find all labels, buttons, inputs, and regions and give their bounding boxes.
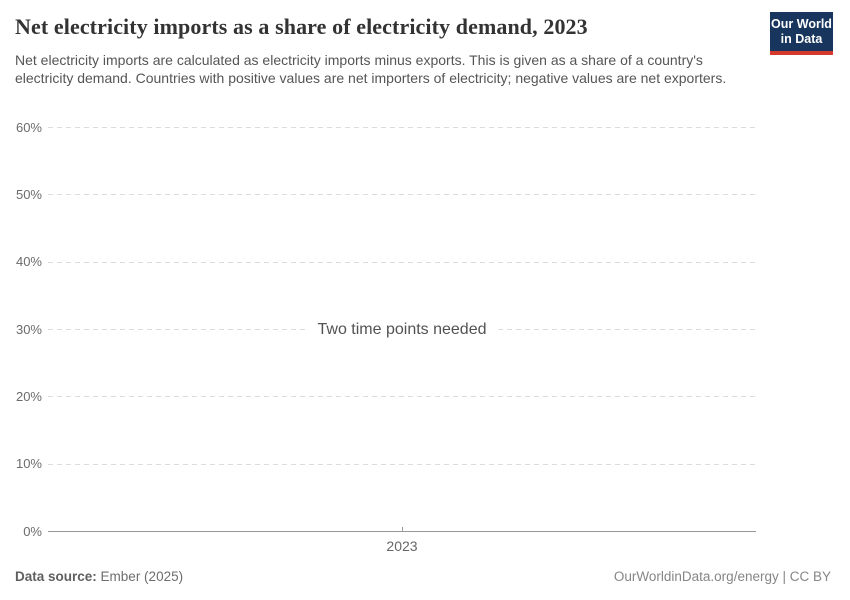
data-source: Data source: Ember (2025) (15, 569, 183, 584)
owid-logo-line1: Our World (771, 16, 832, 31)
x-axis-tick (402, 527, 403, 531)
y-axis-tick-label: 0% (23, 523, 42, 539)
gridline (48, 261, 756, 263)
owid-logo-line2: in Data (780, 31, 823, 46)
y-axis-tick-label: 40% (15, 254, 42, 270)
gridline (48, 194, 756, 196)
gridline (48, 463, 756, 465)
gridline (48, 127, 756, 128)
x-axis-line (48, 531, 756, 532)
y-axis-tick-label: 20% (15, 388, 42, 404)
chart-subtitle: Net electricity imports are calculated a… (15, 52, 727, 86)
gridline (48, 396, 756, 398)
x-axis-tick-label: 2023 (386, 538, 418, 554)
y-axis-tick-label: 30% (15, 321, 42, 337)
owid-logo[interactable]: Our World in Data (770, 12, 833, 55)
y-axis-tick-label: 50% (15, 186, 42, 202)
data-source-label: Data source: (15, 569, 97, 584)
credit-link[interactable]: OurWorldinData.org/energy | CC BY (613, 569, 831, 584)
y-axis-tick-label: 10% (15, 456, 42, 472)
data-source-value: Ember (2025) (100, 569, 184, 584)
empty-state-message: Two time points needed (305, 319, 499, 341)
page-title: Net electricity imports as a share of el… (15, 14, 588, 39)
y-axis-tick-label: 60% (15, 119, 42, 135)
